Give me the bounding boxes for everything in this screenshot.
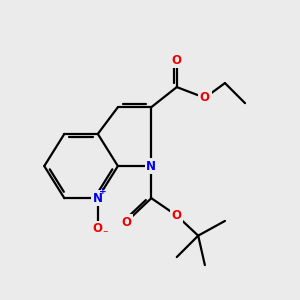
Text: O: O <box>200 91 210 104</box>
Text: O: O <box>172 209 182 222</box>
Text: O: O <box>121 216 131 229</box>
Text: N: N <box>93 192 103 205</box>
Text: +: + <box>99 187 107 196</box>
Text: O: O <box>172 54 182 67</box>
Text: ⁻: ⁻ <box>103 229 108 239</box>
Text: N: N <box>146 160 156 172</box>
Text: O: O <box>93 223 103 236</box>
